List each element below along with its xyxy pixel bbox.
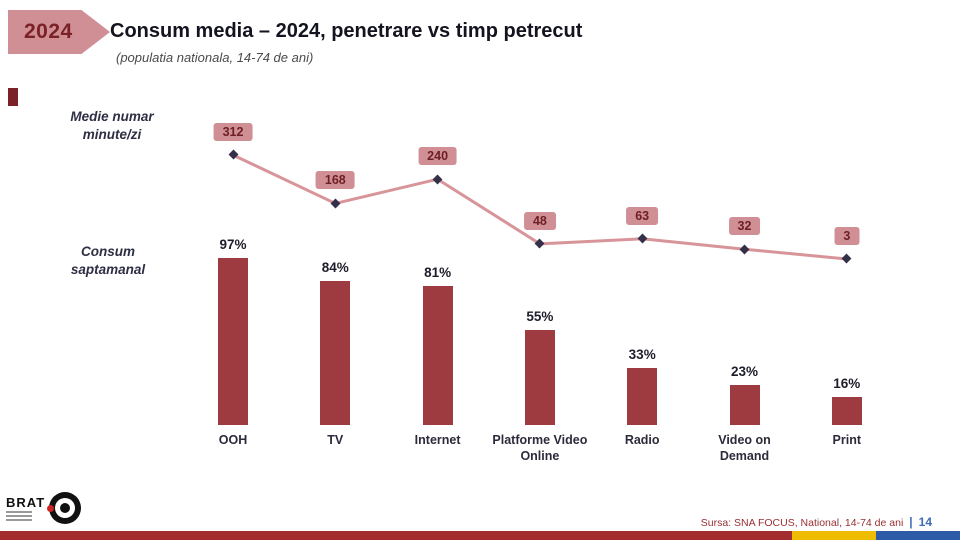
bullseye-icon: [47, 492, 82, 524]
line-value-badge: 240: [418, 147, 458, 166]
line-value-badge: 48: [523, 211, 556, 230]
brat-logo: BRAT: [6, 492, 82, 524]
slide-subtitle: (populatia nationala, 14-74 de ani): [116, 50, 314, 65]
category-label: Radio: [624, 433, 660, 447]
bar-value-label: 97%: [219, 237, 247, 253]
bar-value-label: 55%: [526, 309, 554, 325]
category-label: Internet: [414, 433, 461, 447]
brat-logo-wordmark: BRAT: [6, 494, 46, 510]
category-label: Print: [832, 433, 862, 447]
category-label: Platforme Video Online: [492, 433, 588, 463]
category-label: OOH: [218, 433, 248, 447]
bar-Print: [831, 397, 862, 425]
bar-Platforme Video Online: [524, 330, 555, 425]
stripe-red-segment: [0, 531, 792, 540]
line-series-label: Medie numar minute/zi: [70, 109, 154, 142]
minutes-line-series: [232, 153, 847, 261]
slide-title: Consum media – 2024, penetrare vs timp p…: [110, 20, 583, 42]
stripe-yellow-segment: [792, 531, 876, 540]
source-text: Sursa: SNA FOCUS, National, 14-74 de ani: [700, 517, 904, 529]
bar-OOH: [218, 258, 248, 425]
line-value-badge: 168: [315, 171, 355, 190]
line-value-badge: 63: [626, 206, 659, 225]
line-value-badge: 312: [213, 122, 253, 141]
bar-value-label: 84%: [321, 259, 349, 275]
year-badge-label: 2024: [24, 20, 73, 43]
brat-logo-text: BRAT: [6, 496, 45, 521]
page-separator: |: [909, 515, 913, 529]
bar-Video on Demand: [729, 385, 760, 425]
line-value-badge: 3: [834, 226, 860, 245]
bar-value-label: 16%: [833, 376, 861, 392]
stripe-blue-segment: [876, 531, 960, 540]
category-label: Video on Demand: [718, 433, 771, 463]
bar-value-label: 33%: [628, 347, 656, 363]
brat-logo-caption-lines: [6, 509, 45, 521]
bar-value-label: 23%: [730, 364, 759, 380]
bar-Internet: [422, 285, 453, 425]
page-number: 14: [918, 515, 932, 529]
left-accent-mark: [8, 88, 18, 106]
footer-source-row: Sursa: SNA FOCUS, National, 14-74 de ani…: [701, 515, 932, 529]
line-value-badge: 32: [728, 217, 761, 236]
bar-series-label: Consum saptamanal: [70, 244, 146, 277]
category-label: TV: [327, 433, 344, 447]
bottom-stripe: [0, 531, 960, 540]
bar-Radio: [627, 368, 658, 425]
bar-TV: [320, 280, 351, 425]
bar-value-label: 81%: [424, 264, 452, 280]
